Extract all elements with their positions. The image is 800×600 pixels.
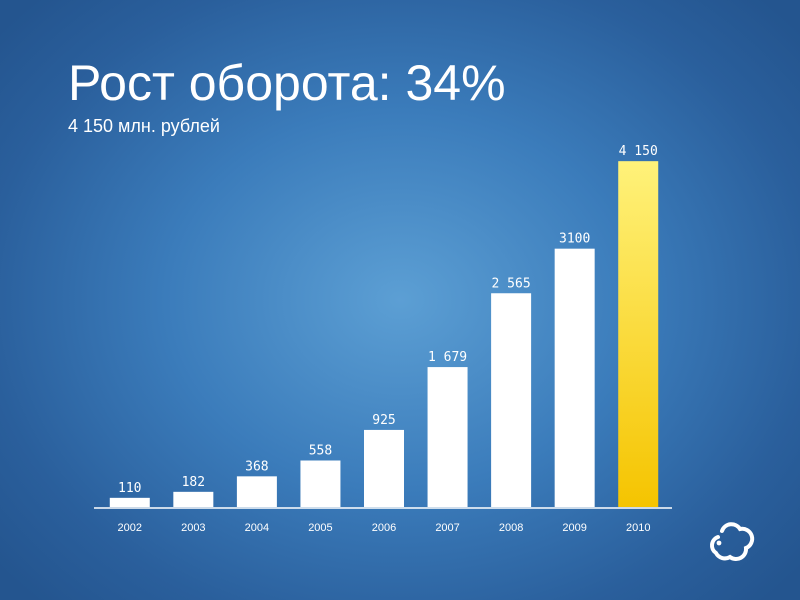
cloud-logo-icon bbox=[710, 522, 755, 561]
bar-2003 bbox=[173, 491, 214, 507]
bar-2009 bbox=[554, 248, 595, 507]
bar-2008 bbox=[491, 293, 532, 507]
x-tick-label-2004: 2004 bbox=[245, 522, 269, 534]
data-label-2007: 1 679 bbox=[428, 350, 467, 365]
x-tick-label-2006: 2006 bbox=[372, 522, 396, 534]
bar-2007 bbox=[427, 367, 468, 507]
data-label-2009: 3100 bbox=[559, 232, 590, 247]
x-tick-label-2010: 2010 bbox=[626, 522, 650, 534]
x-tick-label-2008: 2008 bbox=[499, 522, 523, 534]
data-label-2008: 2 565 bbox=[492, 276, 531, 291]
bar-2002 bbox=[109, 497, 150, 507]
bar-2006 bbox=[364, 429, 404, 507]
bar-2004 bbox=[236, 476, 277, 507]
data-label-2005: 558 bbox=[309, 444, 332, 459]
x-tick-label-2002: 2002 bbox=[118, 522, 142, 534]
bar-2005 bbox=[300, 460, 341, 507]
data-label-2006: 925 bbox=[372, 413, 395, 428]
x-tick-label-2003: 2003 bbox=[181, 522, 205, 534]
x-tick-label-2007: 2007 bbox=[435, 522, 459, 534]
x-tick-label-2005: 2005 bbox=[308, 522, 332, 534]
data-label-2003: 182 bbox=[182, 475, 205, 490]
data-label-2002: 110 bbox=[118, 481, 141, 496]
slide-subtitle: 4 150 млн. рублей bbox=[68, 116, 220, 136]
data-label-2004: 368 bbox=[245, 459, 268, 474]
data-label-2010: 4 150 bbox=[619, 144, 658, 159]
slide-title: Рост оборота: 34% bbox=[68, 55, 506, 111]
x-tick-label-2009: 2009 bbox=[562, 522, 586, 534]
bar-2010 bbox=[618, 161, 659, 507]
